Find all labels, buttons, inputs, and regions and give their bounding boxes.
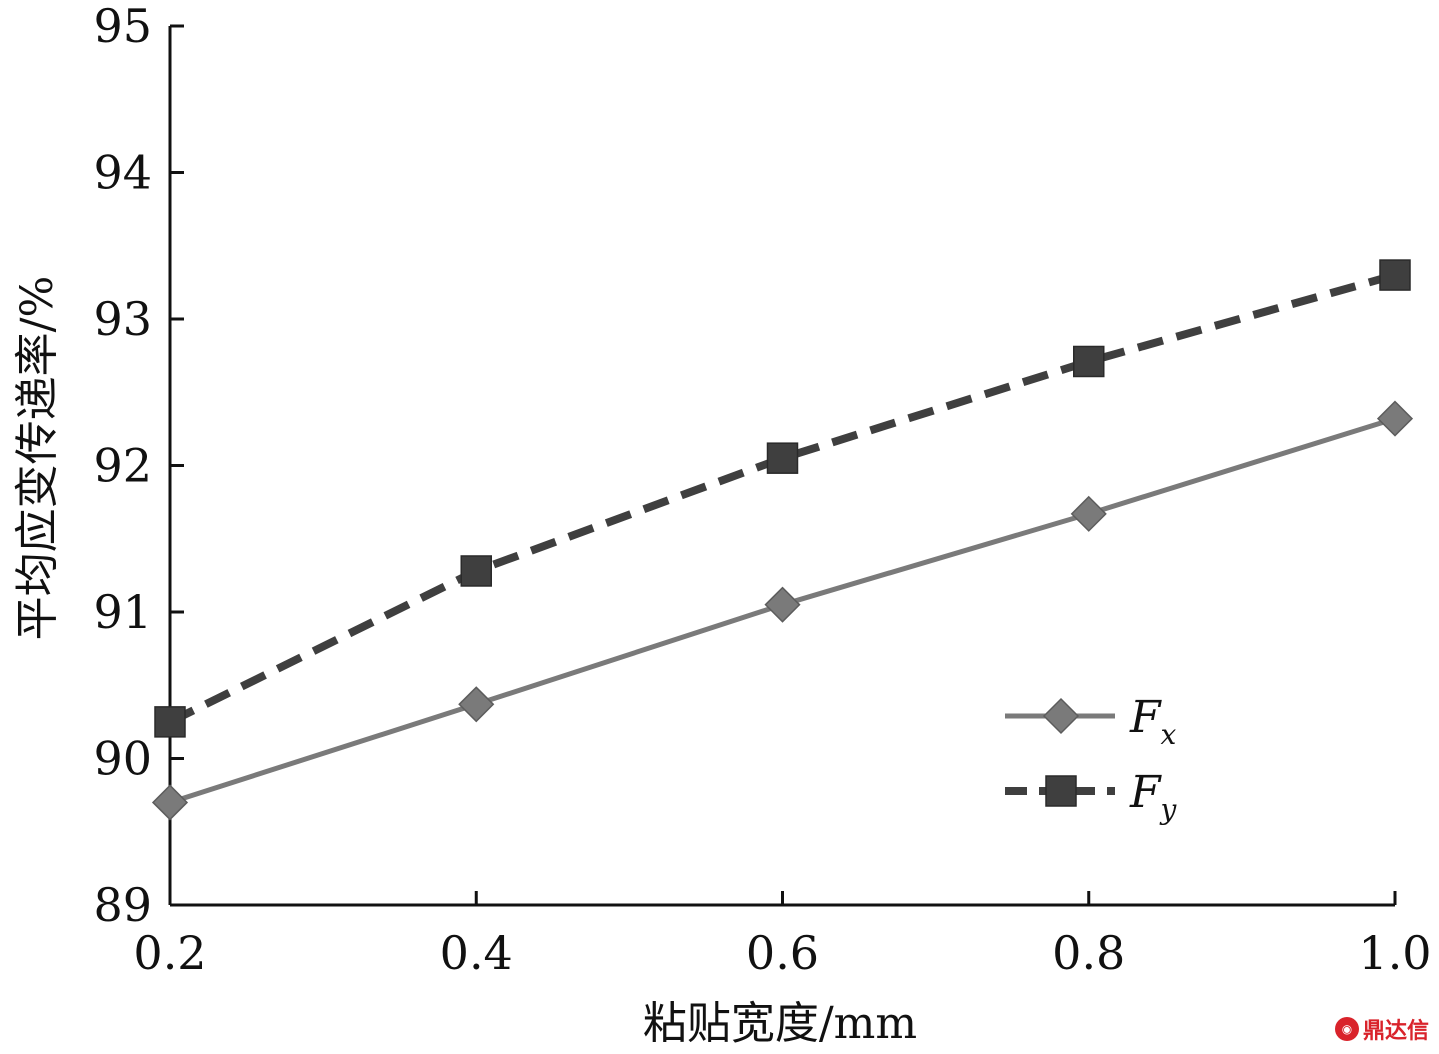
y-tick-label: 94 bbox=[93, 146, 152, 200]
y-tick-label: 89 bbox=[93, 878, 152, 932]
legend-entry-x: Fx bbox=[1005, 692, 1177, 751]
watermark-text: 鼎达信 bbox=[1362, 1019, 1429, 1044]
legend: Fx Fy bbox=[1005, 692, 1178, 826]
series-F-y bbox=[154, 259, 1411, 738]
legend-marker bbox=[1042, 697, 1080, 735]
y-tick-label: 93 bbox=[93, 292, 152, 346]
data-point bbox=[764, 586, 801, 623]
x-tick-label: 1.0 bbox=[1358, 926, 1431, 980]
y-tick-label: 95 bbox=[93, 0, 152, 53]
legend-label: Fy bbox=[1129, 767, 1178, 826]
y-tick-label: 92 bbox=[93, 439, 152, 493]
y-tick-label: 91 bbox=[93, 585, 152, 639]
data-point bbox=[1070, 495, 1107, 532]
x-tick-label: 0.4 bbox=[440, 926, 513, 980]
y-tick-label: 90 bbox=[93, 732, 152, 786]
x-tick-label: 0.8 bbox=[1052, 926, 1125, 980]
series-line bbox=[168, 271, 1397, 726]
data-point bbox=[1379, 259, 1411, 291]
legend-label: Fx bbox=[1129, 692, 1177, 751]
series-layer bbox=[151, 259, 1414, 821]
logo-icon: ◉ bbox=[1334, 1017, 1359, 1041]
x-axis-title: 粘贴宽度/mm bbox=[643, 998, 917, 1049]
legend-entry-y: Fy bbox=[1005, 767, 1178, 826]
data-point bbox=[154, 706, 186, 738]
x-tick-label: 0.2 bbox=[133, 926, 206, 980]
legend-marker bbox=[1045, 775, 1077, 807]
legend-subscript: x bbox=[1161, 718, 1177, 751]
data-point bbox=[458, 686, 495, 723]
data-point bbox=[1073, 345, 1105, 378]
data-point bbox=[151, 784, 189, 821]
watermark: ◉ 鼎达信 bbox=[1334, 1014, 1429, 1044]
y-axis-title: 平均应变传递率/% bbox=[12, 276, 63, 641]
data-point bbox=[766, 442, 799, 474]
series-F-x bbox=[151, 400, 1414, 821]
x-tick-label: 0.6 bbox=[746, 926, 819, 980]
axes: 89 90 91 92 93 94 95 0.2 0.4 0.6 0.8 1.0 bbox=[93, 0, 1431, 980]
data-point bbox=[1376, 400, 1414, 437]
data-point bbox=[460, 555, 492, 587]
legend-subscript: y bbox=[1159, 793, 1178, 826]
